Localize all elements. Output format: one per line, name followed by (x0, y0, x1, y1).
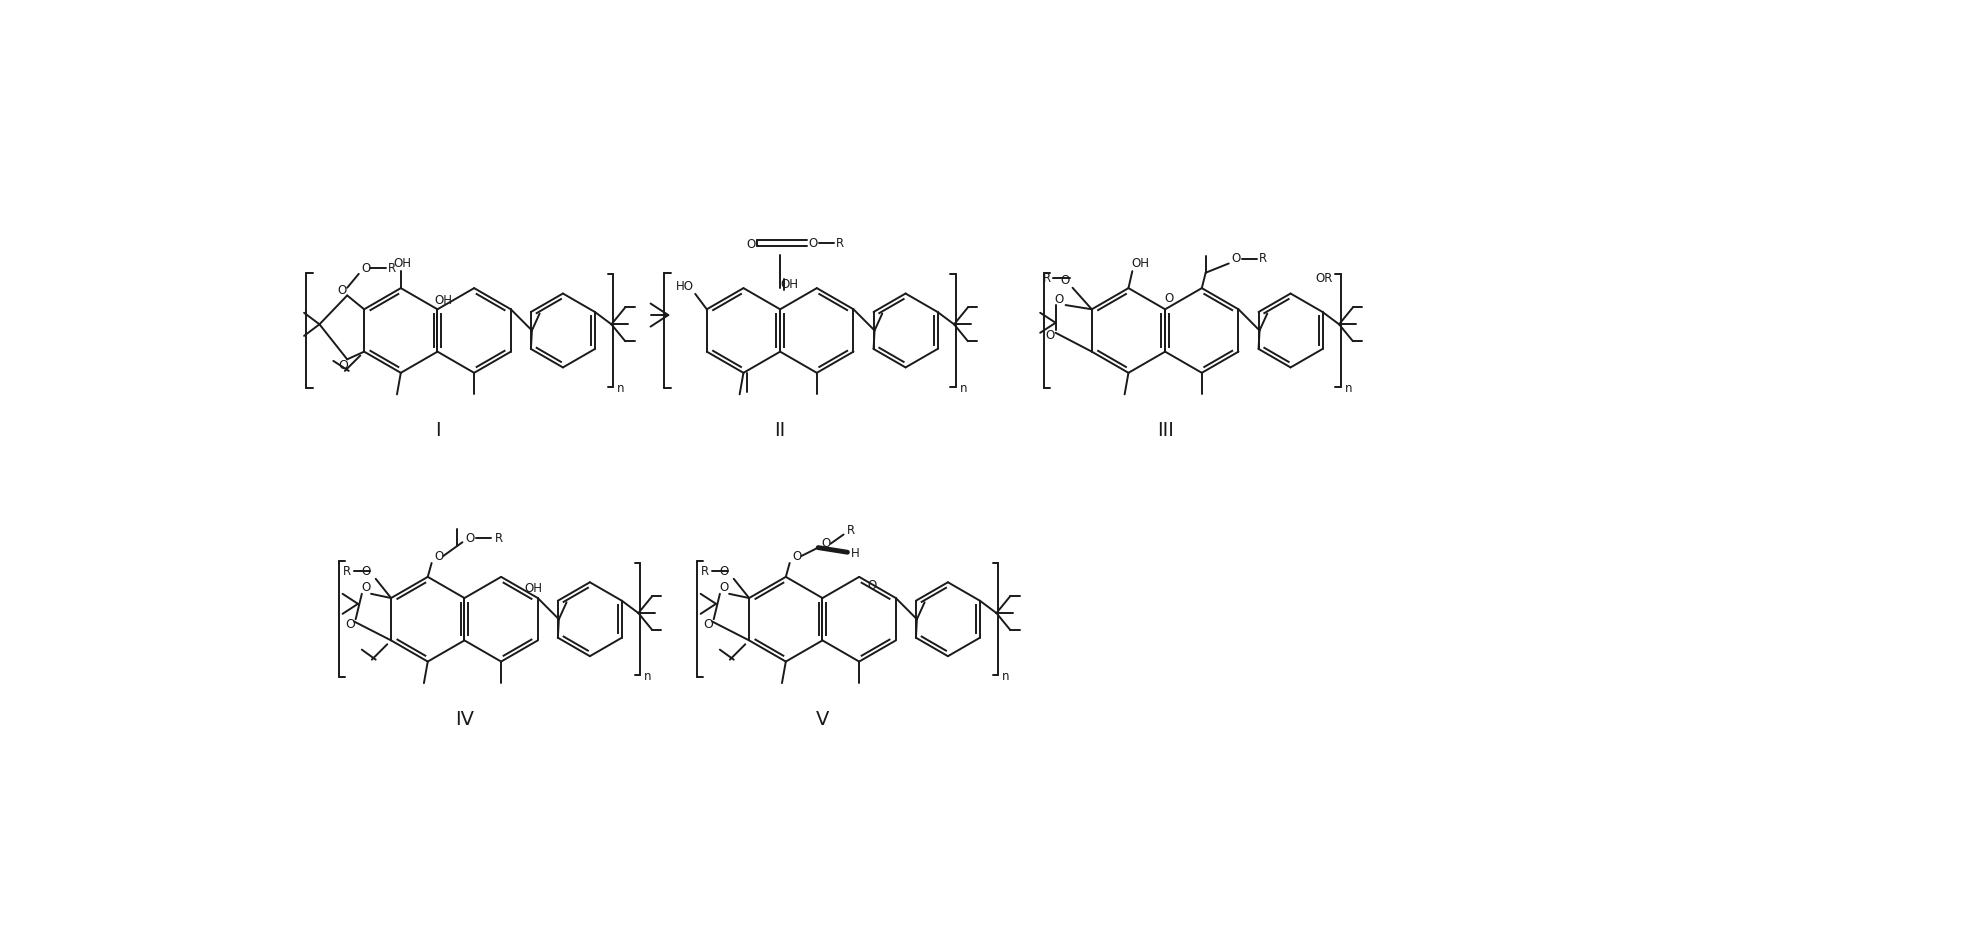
Text: R: R (344, 565, 352, 578)
Text: O: O (362, 565, 372, 578)
Text: n: n (617, 382, 625, 395)
Text: OR: OR (1315, 272, 1333, 284)
Text: n: n (959, 382, 967, 395)
Text: OH: OH (1132, 257, 1150, 270)
Text: O: O (434, 550, 444, 563)
Text: n: n (1003, 671, 1009, 684)
Text: OH: OH (781, 278, 798, 291)
Text: III: III (1156, 421, 1174, 440)
Text: O: O (1060, 274, 1070, 286)
Text: II: II (775, 421, 786, 440)
Text: O: O (808, 237, 818, 250)
Text: O: O (362, 582, 370, 594)
Text: V: V (816, 710, 830, 729)
Text: O: O (1164, 293, 1174, 306)
Text: O: O (720, 582, 727, 594)
Text: OH: OH (525, 582, 543, 596)
Text: R: R (387, 262, 395, 275)
Text: O: O (792, 550, 802, 563)
Text: O: O (1056, 294, 1064, 306)
Text: IV: IV (454, 710, 474, 729)
Text: R: R (836, 237, 843, 250)
Text: I: I (434, 421, 440, 440)
Text: O: O (338, 283, 346, 296)
Text: O: O (346, 618, 356, 631)
Text: R: R (495, 532, 503, 545)
Text: OH: OH (393, 257, 411, 270)
Text: O: O (747, 237, 755, 250)
Text: R: R (1260, 252, 1268, 265)
Text: H: H (851, 547, 859, 560)
Text: O: O (822, 537, 830, 551)
Text: n: n (645, 671, 651, 684)
Text: R: R (702, 565, 710, 578)
Text: R: R (1044, 272, 1052, 285)
Text: O: O (867, 580, 877, 592)
Text: O: O (704, 618, 714, 631)
Text: HO: HO (676, 280, 694, 293)
Text: R: R (847, 524, 855, 537)
Text: O: O (1233, 252, 1241, 265)
Text: OH: OH (434, 294, 452, 307)
Text: O: O (720, 565, 729, 578)
Text: O: O (362, 262, 372, 275)
Text: O: O (1046, 329, 1056, 342)
Text: n: n (1345, 382, 1353, 395)
Text: O: O (338, 359, 348, 372)
Text: O: O (466, 532, 474, 545)
